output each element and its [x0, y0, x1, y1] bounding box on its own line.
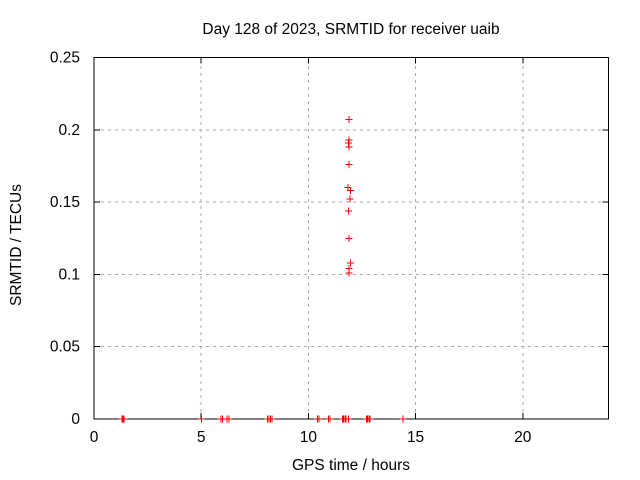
- x-tick-label: 5: [197, 429, 206, 446]
- data-point: [315, 415, 323, 423]
- x-tick-label: 20: [514, 429, 532, 446]
- data-point: [346, 187, 354, 195]
- data-point: [345, 234, 353, 242]
- x-tick-label: 15: [407, 429, 424, 446]
- grid-layer: [94, 57, 609, 419]
- data-point: [225, 415, 233, 423]
- chart-title: Day 128 of 2023, SRMTID for receiver uai…: [202, 21, 499, 38]
- data-point: [399, 415, 407, 423]
- y-tick-label: 0.25: [50, 50, 80, 67]
- x-tick-label: 0: [90, 429, 99, 446]
- data-point: [345, 415, 353, 423]
- data-point: [345, 116, 353, 124]
- y-axis-label: SRMTID / TECUs: [8, 184, 25, 306]
- data-point: [197, 415, 205, 423]
- tick-label-layer: 0 5 10 15 20 0 0.05 0.1 0.15 0.2 0.25: [50, 50, 532, 447]
- y-tick-label: 0.05: [50, 339, 80, 356]
- data-points-layer: [118, 116, 407, 423]
- x-axis-label: GPS time / hours: [292, 457, 410, 474]
- data-point: [326, 415, 334, 423]
- y-tick-label: 0: [71, 411, 80, 428]
- data-point: [345, 207, 353, 215]
- data-point: [346, 195, 354, 203]
- data-point: [268, 415, 276, 423]
- data-point: [345, 269, 353, 277]
- data-point: [120, 415, 128, 423]
- data-point: [345, 161, 353, 169]
- y-tick-label: 0.2: [58, 122, 80, 139]
- x-tick-label: 10: [300, 429, 318, 446]
- data-point: [366, 415, 374, 423]
- y-tick-label: 0.15: [50, 194, 80, 211]
- data-point: [346, 259, 354, 267]
- y-tick-label: 0.1: [58, 266, 80, 283]
- data-point: [345, 143, 353, 151]
